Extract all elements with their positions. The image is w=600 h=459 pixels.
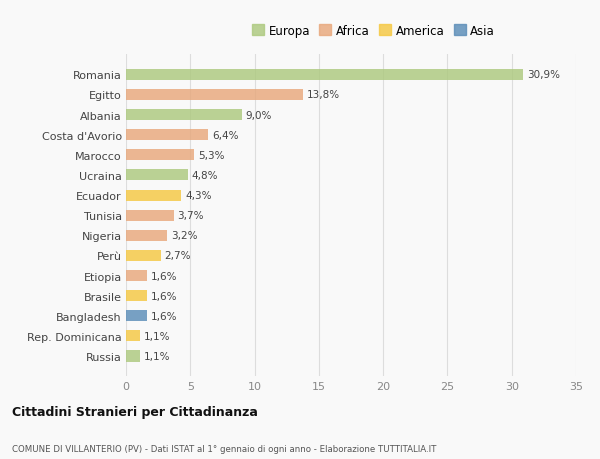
Text: 1,6%: 1,6% bbox=[151, 271, 177, 281]
Text: 1,1%: 1,1% bbox=[144, 331, 170, 341]
Text: 5,3%: 5,3% bbox=[198, 151, 224, 161]
Bar bbox=[126, 351, 140, 362]
Text: 4,8%: 4,8% bbox=[191, 171, 218, 180]
Text: 9,0%: 9,0% bbox=[245, 110, 272, 120]
Text: 3,2%: 3,2% bbox=[171, 231, 197, 241]
Bar bbox=[126, 270, 146, 281]
Bar bbox=[126, 150, 194, 161]
Text: 3,7%: 3,7% bbox=[178, 211, 204, 221]
Bar bbox=[126, 130, 208, 141]
Bar bbox=[126, 330, 140, 341]
Text: 1,6%: 1,6% bbox=[151, 311, 177, 321]
Text: Cittadini Stranieri per Cittadinanza: Cittadini Stranieri per Cittadinanza bbox=[12, 405, 258, 419]
Bar bbox=[126, 170, 188, 181]
Bar bbox=[126, 250, 161, 262]
Bar bbox=[126, 230, 167, 241]
Bar bbox=[126, 70, 523, 81]
Text: 6,4%: 6,4% bbox=[212, 130, 239, 140]
Text: 13,8%: 13,8% bbox=[307, 90, 340, 100]
Text: 1,6%: 1,6% bbox=[151, 291, 177, 301]
Legend: Europa, Africa, America, Asia: Europa, Africa, America, Asia bbox=[250, 22, 497, 40]
Bar bbox=[126, 110, 242, 121]
Text: 2,7%: 2,7% bbox=[164, 251, 191, 261]
Text: COMUNE DI VILLANTERIO (PV) - Dati ISTAT al 1° gennaio di ogni anno - Elaborazion: COMUNE DI VILLANTERIO (PV) - Dati ISTAT … bbox=[12, 444, 436, 453]
Bar bbox=[126, 190, 181, 201]
Bar bbox=[126, 210, 173, 221]
Text: 4,3%: 4,3% bbox=[185, 190, 212, 201]
Bar bbox=[126, 291, 146, 302]
Text: 1,1%: 1,1% bbox=[144, 351, 170, 361]
Bar bbox=[126, 311, 146, 322]
Bar bbox=[126, 90, 304, 101]
Text: 30,9%: 30,9% bbox=[527, 70, 560, 80]
